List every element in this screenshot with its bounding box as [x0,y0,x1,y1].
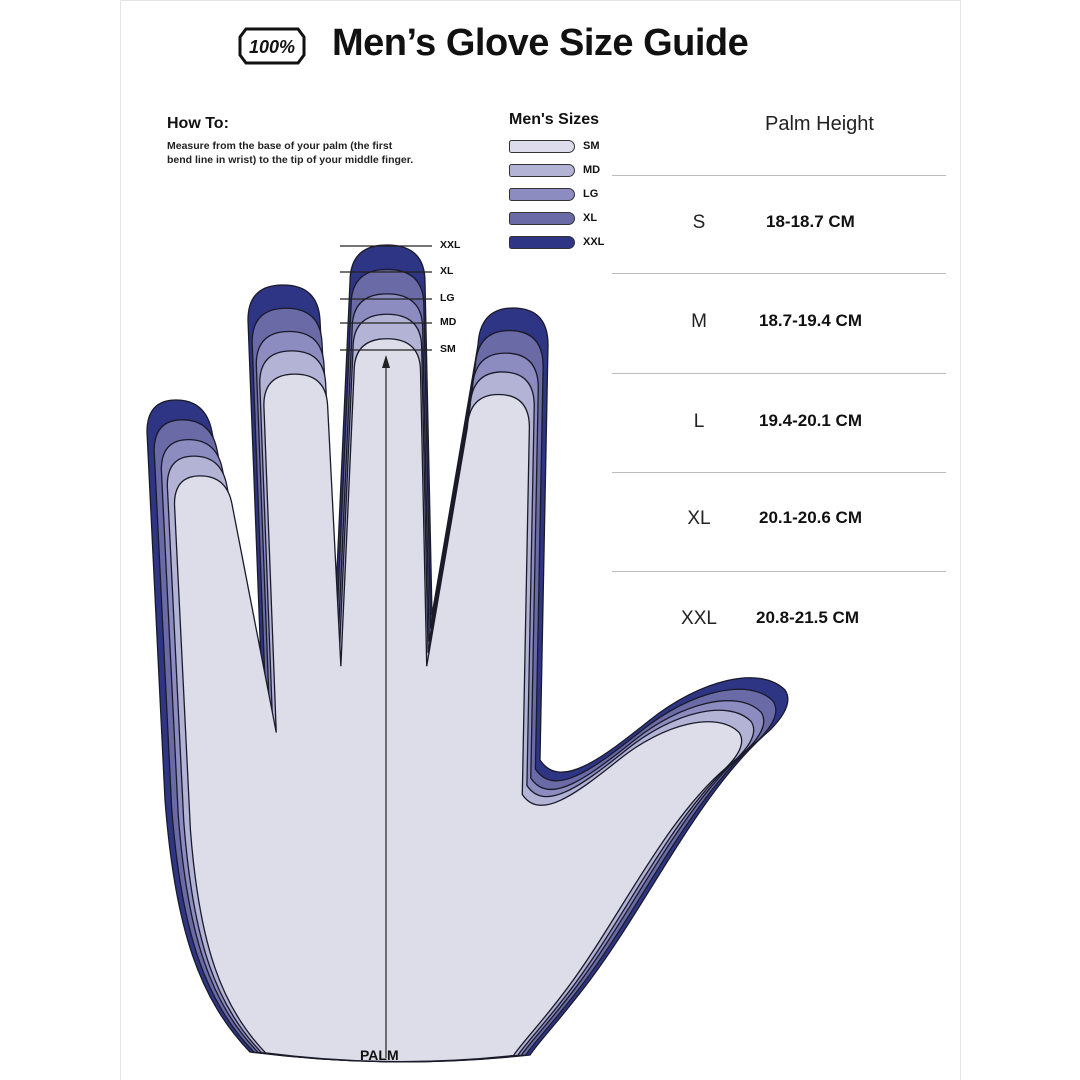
level-label: SM [440,343,456,355]
level-label: XXL [440,239,461,251]
level-label: LG [440,292,455,304]
palm-height-cell: 20.1-20.6 CM [759,508,862,527]
row-divider [612,571,946,572]
frame-top-line [120,0,960,1]
legend-label: LG [583,188,599,200]
row-divider [612,373,946,374]
size-cell: S [692,212,706,233]
legend-item-sm: SM [509,139,600,153]
size-cell: M [691,311,707,332]
level-label: MD [440,316,457,328]
palm-height-cell: 18-18.7 CM [766,212,855,231]
legend-label: XL [583,212,598,224]
hand-outline-sm [173,338,743,1063]
arrow-up-icon [382,355,390,368]
palm-height-cell: 19.4-20.1 CM [759,411,862,430]
legend-swatch [509,139,575,153]
legend-item-md: MD [509,163,600,177]
legend-item-xxl: XXL [509,235,604,249]
legend-label: MD [583,164,601,176]
legend-swatch [509,211,575,225]
palm-height-cell: 20.8-21.5 CM [756,608,859,627]
svg-text:100%: 100% [249,37,295,57]
palm-label: PALM [360,1047,399,1063]
row-divider [612,472,946,473]
legend-swatch [509,187,575,201]
brand-logo: 100% [238,27,306,65]
legend-swatch [509,235,575,249]
legend-item-xl: XL [509,211,597,225]
frame-right-line [960,0,961,1080]
size-cell: XXL [681,608,717,629]
palm-height-heading: Palm Height [765,113,874,135]
legend-swatch [509,163,575,177]
row-divider [612,273,946,274]
legend-heading: Men's Sizes [509,111,600,128]
frame-left-line [120,0,121,1080]
row-divider [612,175,946,176]
level-label: XL [440,265,454,277]
page-title: Men’s Glove Size Guide [332,22,749,64]
legend-label: SM [583,140,600,152]
size-cell: XL [687,508,711,529]
how-to-text: Measure from the base of your palm (the … [167,140,414,166]
how-to-heading: How To: [167,115,229,132]
size-cell: L [693,411,705,432]
palm-height-cell: 18.7-19.4 CM [759,311,862,330]
legend-item-lg: LG [509,187,598,201]
legend-label: XXL [583,236,605,248]
